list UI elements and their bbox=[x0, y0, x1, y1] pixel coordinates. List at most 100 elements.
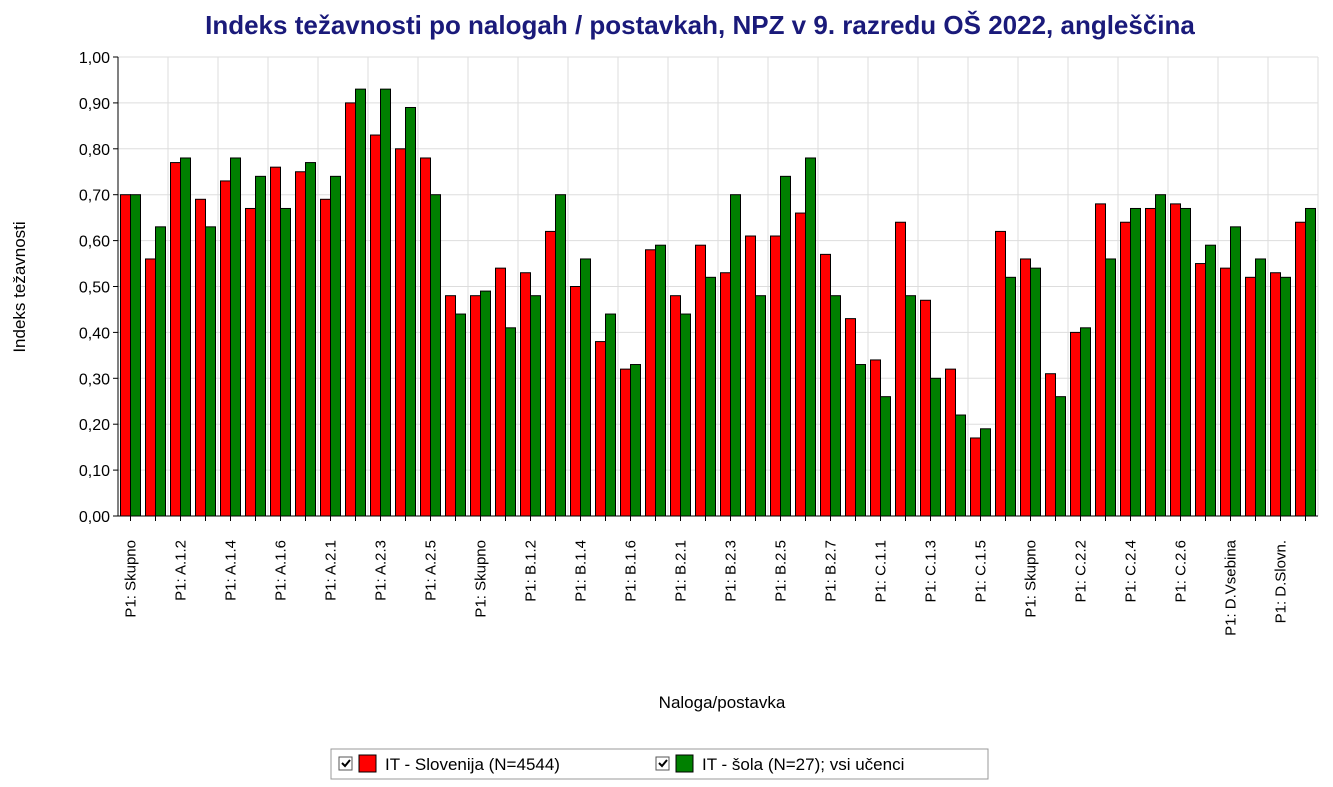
bar bbox=[155, 226, 166, 517]
x-tick-label: P1: C.1.3 bbox=[923, 540, 940, 603]
bar bbox=[255, 175, 266, 517]
x-tick-label: P1: Skupno bbox=[473, 540, 490, 618]
checkmark bbox=[658, 759, 668, 768]
bar bbox=[480, 290, 491, 517]
bar bbox=[1205, 244, 1216, 517]
bar bbox=[330, 175, 341, 517]
bar bbox=[1280, 276, 1291, 517]
bar bbox=[320, 198, 331, 517]
legend-checkbox[interactable] bbox=[338, 756, 353, 771]
x-tick-label: P1: A.1.4 bbox=[223, 540, 240, 601]
bar bbox=[1230, 226, 1241, 517]
bar bbox=[1055, 396, 1066, 517]
y-axis-label: Indeks težavnosti bbox=[10, 221, 29, 352]
y-tick-label: 0,10 bbox=[79, 463, 110, 480]
bar bbox=[830, 295, 841, 517]
y-tick-label: 0,40 bbox=[79, 325, 110, 342]
x-tick-label: P1: B.1.6 bbox=[623, 540, 640, 602]
bar bbox=[620, 368, 631, 517]
bar bbox=[630, 364, 641, 517]
bar bbox=[905, 295, 916, 517]
bar bbox=[1045, 373, 1056, 517]
bar bbox=[520, 272, 531, 517]
chart-title: Indeks težavnosti po nalogah / postavkah… bbox=[205, 10, 1195, 40]
bar bbox=[555, 194, 566, 517]
bar bbox=[145, 258, 156, 517]
bar bbox=[930, 377, 941, 517]
bar bbox=[455, 313, 466, 517]
bar bbox=[945, 368, 956, 517]
x-tick-label: P1: C.1.1 bbox=[873, 540, 890, 603]
bar bbox=[745, 235, 756, 517]
bar bbox=[1145, 207, 1156, 517]
bar bbox=[545, 230, 556, 517]
bar bbox=[995, 230, 1006, 517]
bar bbox=[405, 106, 416, 517]
bar bbox=[645, 249, 656, 517]
bar bbox=[780, 175, 791, 517]
bar bbox=[880, 396, 891, 517]
bar bbox=[720, 272, 731, 517]
bar bbox=[355, 88, 366, 517]
bar bbox=[1180, 207, 1191, 517]
bar bbox=[580, 258, 591, 517]
bar bbox=[370, 134, 381, 517]
bar bbox=[1270, 272, 1281, 517]
bar bbox=[1105, 258, 1116, 517]
bar bbox=[420, 157, 431, 517]
bar bbox=[295, 171, 306, 517]
legend-label: IT - Slovenija (N=4544) bbox=[385, 755, 560, 774]
y-tick-label: 0,00 bbox=[79, 509, 110, 526]
x-tick-label: P1: A.2.1 bbox=[323, 540, 340, 601]
bar bbox=[570, 286, 581, 517]
bar bbox=[495, 267, 506, 517]
y-tick-label: 0,20 bbox=[79, 417, 110, 434]
bar bbox=[1155, 194, 1166, 517]
bar bbox=[1170, 203, 1181, 517]
checkmark bbox=[341, 759, 351, 768]
bar bbox=[1120, 221, 1131, 517]
legend-label: IT - šola (N=27); vsi učenci bbox=[702, 755, 904, 774]
x-tick-label: P1: D.Slovn. bbox=[1273, 540, 1290, 623]
bar bbox=[795, 212, 806, 517]
y-tick-label: 0,90 bbox=[79, 96, 110, 113]
bar bbox=[1245, 276, 1256, 517]
bar bbox=[970, 437, 981, 517]
bar bbox=[695, 244, 706, 517]
x-tick-label: P1: A.1.6 bbox=[273, 540, 290, 601]
legend-checkbox[interactable] bbox=[655, 756, 670, 771]
bar bbox=[670, 295, 681, 517]
bar bbox=[870, 359, 881, 517]
x-tick-label: P1: C.2.4 bbox=[1123, 540, 1140, 603]
x-tick-label: P1: C.2.2 bbox=[1073, 540, 1090, 603]
bar bbox=[1095, 203, 1106, 517]
bar bbox=[180, 157, 191, 517]
x-tick-label: P1: B.2.5 bbox=[773, 540, 790, 602]
bar bbox=[1130, 207, 1141, 517]
bar bbox=[1295, 221, 1306, 517]
bar bbox=[130, 194, 141, 517]
bar bbox=[305, 162, 316, 517]
bar bbox=[530, 295, 541, 517]
bar bbox=[1220, 267, 1231, 517]
bar bbox=[655, 244, 666, 517]
x-tick-label: P1: C.1.5 bbox=[973, 540, 990, 603]
x-tick-label: P1: A.1.2 bbox=[173, 540, 190, 601]
bar bbox=[595, 341, 606, 517]
bar bbox=[270, 166, 281, 517]
bar bbox=[680, 313, 691, 517]
bar bbox=[195, 198, 206, 517]
legend: IT - Slovenija (N=4544) IT - šola (N=27);… bbox=[330, 748, 989, 780]
x-tick-label: P1: C.2.6 bbox=[1173, 540, 1190, 603]
x-tick-label: P1: B.1.4 bbox=[573, 540, 590, 602]
x-tick-label: P1: Skupno bbox=[1023, 540, 1040, 618]
legend-swatch bbox=[358, 754, 377, 773]
x-tick-label: P1: B.2.1 bbox=[673, 540, 690, 602]
bar bbox=[245, 207, 256, 517]
bar bbox=[1070, 331, 1081, 517]
y-tick-label: 1,00 bbox=[79, 50, 110, 67]
bar bbox=[805, 157, 816, 517]
x-tick-label: P1: D.Vsebina bbox=[1223, 539, 1240, 636]
bar bbox=[430, 194, 441, 517]
